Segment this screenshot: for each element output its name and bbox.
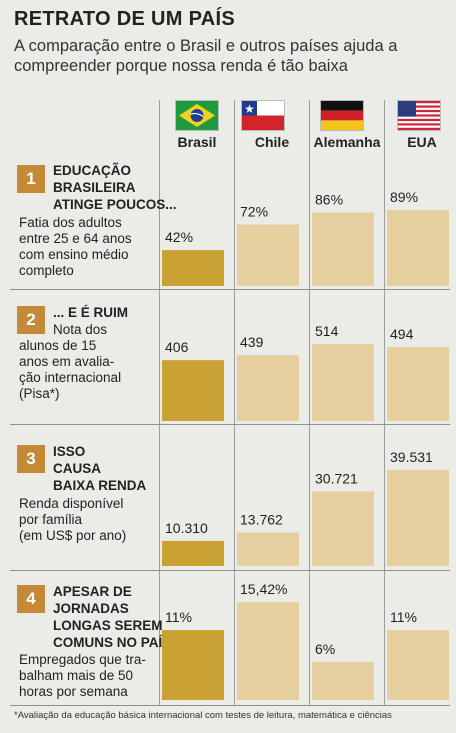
heading-line: EDUCAÇÃO [53, 163, 132, 178]
row-description: Fatia dos adultos entre 25 e 64 anos com… [19, 215, 132, 279]
row-number-badge: 3 [17, 445, 45, 473]
brazil-flag-icon [176, 101, 218, 130]
bar-chile [237, 355, 299, 421]
row-divider [10, 705, 450, 706]
heading-line: COMUNS NO PAÍS [53, 635, 172, 650]
bar-chile [237, 224, 299, 286]
heading-line: APESAR DE [53, 584, 132, 599]
bar-value-label: 10.310 [165, 520, 208, 536]
row-heading: APESAR DE JORNADAS LONGAS SEREM COMUNS N… [53, 583, 171, 651]
bar-chile [237, 602, 299, 700]
country-label-brasil: Brasil [177, 134, 217, 150]
description-line: completo [19, 263, 74, 278]
description-line: entre 25 e 64 anos [19, 231, 132, 246]
description-line: com ensino médio [19, 247, 129, 262]
description-line: Renda disponível [19, 496, 124, 511]
row-number-badge: 4 [17, 585, 45, 613]
bar-brasil [162, 540, 224, 566]
bar-value-label: 89% [390, 189, 418, 205]
bar-eua [387, 346, 449, 421]
description-line: por família [19, 512, 83, 527]
description-line: Fatia dos adultos [19, 215, 122, 230]
bar-eua [387, 210, 449, 286]
description-line: Nota dos [53, 322, 108, 337]
footnote: *Avaliação da educação básica internacio… [14, 710, 392, 721]
country-label-alemanha: Alemanha [313, 134, 381, 150]
row-divider [10, 570, 450, 571]
row-number-badge: 2 [17, 306, 45, 334]
bar-value-label: 514 [315, 323, 339, 339]
description-line: ção internacional [19, 370, 122, 385]
row-heading: ISSO CAUSA BAIXA RENDA [53, 443, 146, 494]
bar-eua [387, 630, 449, 700]
bar-brasil [162, 630, 224, 700]
column-divider [384, 100, 385, 706]
description-line: horas por semana [19, 684, 128, 699]
row-heading: ... E É RUIM [53, 304, 128, 321]
bar-value-label: 439 [240, 334, 264, 350]
bar-alemanha [312, 491, 374, 566]
description-line: (em US$ por ano) [19, 528, 127, 543]
description-line: balham mais de 50 [19, 668, 134, 683]
description-line: (Pisa*) [19, 386, 60, 401]
description-line: alunos de 15 [19, 338, 97, 353]
bar-alemanha [312, 344, 374, 421]
bar-value-label: 13.762 [240, 512, 283, 528]
heading-line: CAUSA [53, 461, 102, 476]
bar-value-label: 30.721 [315, 470, 358, 486]
heading-line: ISSO [53, 444, 86, 459]
heading-line: LONGAS SEREM [53, 618, 163, 633]
heading-line: ... E É RUIM [53, 305, 129, 320]
heading-line: BRASILEIRA [53, 180, 136, 195]
bar-chile [237, 532, 299, 566]
bar-value-label: 72% [240, 204, 268, 220]
description-line: Empregados que tra- [19, 652, 146, 667]
page-subtitle: A comparação entre o Brasil e outros paí… [14, 37, 398, 75]
usa-flag-icon [398, 101, 440, 130]
row-description: Renda disponível por família (em US$ por… [19, 496, 126, 544]
bar-value-label: 11% [390, 609, 417, 625]
heading-line: ATINGE POUCOS... [53, 197, 177, 212]
row-number-badge: 1 [17, 165, 45, 193]
bar-value-label: 15,42% [240, 581, 287, 597]
germany-flag-icon [321, 101, 363, 130]
heading-line: JORNADAS [53, 601, 129, 616]
country-label-chile: Chile [254, 134, 290, 150]
bar-value-label: 406 [165, 339, 189, 355]
column-divider [234, 100, 235, 706]
heading-line: BAIXA RENDA [53, 478, 147, 493]
bar-brasil [162, 250, 224, 286]
bar-brasil [162, 360, 224, 421]
row-divider [10, 424, 450, 425]
row-description: Empregados que tra- balham mais de 50 ho… [19, 652, 146, 700]
bar-value-label: 6% [315, 641, 335, 657]
bar-alemanha [312, 661, 374, 700]
row-description: Nota dos alunos de 15 anos em avalia- çã… [19, 322, 121, 402]
description-line: anos em avalia- [19, 354, 115, 369]
bar-value-label: 86% [315, 192, 343, 208]
chile-flag-icon [242, 101, 284, 130]
column-divider [159, 100, 160, 706]
bar-value-label: 42% [165, 229, 193, 245]
country-label-eua: EUA [407, 134, 437, 150]
row-heading: EDUCAÇÃO BRASILEIRA ATINGE POUCOS... [53, 162, 177, 213]
bar-alemanha [312, 212, 374, 286]
row-divider [10, 289, 450, 290]
page-title: RETRATO DE UM PAÍS [14, 8, 235, 30]
bar-value-label: 494 [390, 326, 414, 342]
bar-eua [387, 470, 449, 566]
bar-value-label: 39.531 [390, 449, 433, 465]
column-divider [309, 100, 310, 706]
